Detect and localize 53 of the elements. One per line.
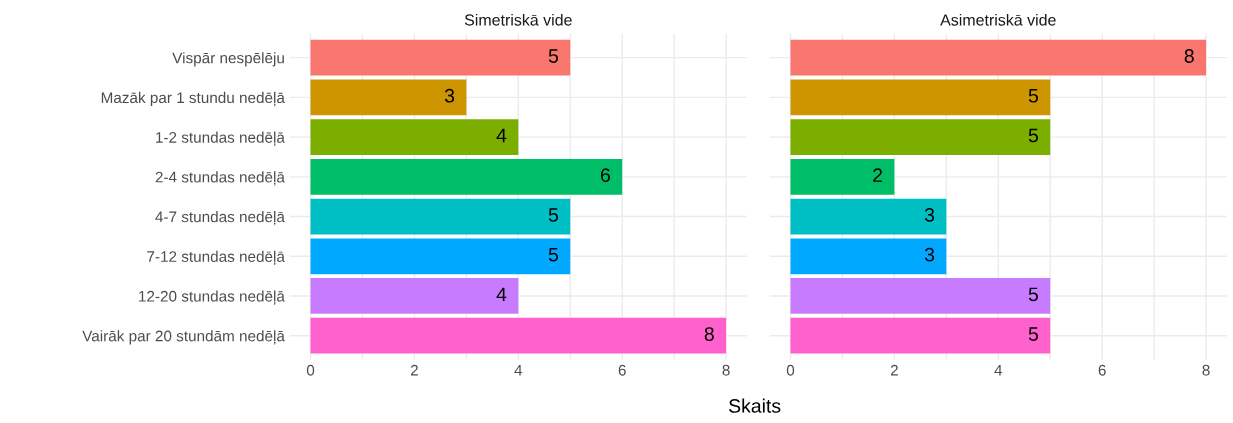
data-label: 3	[444, 88, 455, 103]
data-label: 5	[1028, 327, 1038, 341]
x-tick-label: 8	[722, 364, 730, 376]
bar	[310, 198, 571, 235]
x-tick-label: 4	[514, 364, 523, 376]
data-label: 3	[924, 208, 935, 222]
bar	[310, 278, 519, 314]
data-label: 5	[548, 208, 559, 222]
data-label: 8	[704, 327, 714, 341]
y-tick-label: 7-12 stundas nedēļā	[147, 250, 285, 266]
y-tick-label: 2-4 stundas nedēļā	[155, 171, 285, 186]
x-tick-label: 6	[618, 364, 626, 376]
y-tick-label: 12-20 stundas nedēļā	[139, 290, 285, 305]
bar	[310, 317, 727, 354]
x-tick-label: 0	[306, 364, 315, 376]
data-label: 2	[873, 168, 883, 182]
bar	[790, 158, 895, 195]
bar	[790, 278, 1051, 314]
x-tick-label: 2	[890, 364, 898, 376]
y-tick-label: 4-7 stundas nedēļā	[155, 211, 285, 226]
x-tick-label: 8	[1202, 364, 1210, 376]
bar	[310, 238, 571, 275]
data-label: 5	[1028, 287, 1038, 302]
data-label: 5	[1028, 89, 1038, 103]
x-tick-label: 0	[786, 364, 795, 376]
bar	[310, 158, 623, 195]
bar	[790, 79, 1051, 116]
x-tick-label: 2	[410, 364, 418, 376]
data-label: 5	[1028, 128, 1038, 143]
data-label: 6	[600, 168, 610, 183]
y-tick-label: Vispār nespēlēju	[172, 52, 284, 67]
x-axis-title: Skaits	[729, 398, 781, 413]
x-tick-label: 6	[1098, 364, 1106, 376]
chart-title: Simetriskā vide	[464, 13, 572, 26]
data-label: 4	[496, 287, 507, 302]
bar	[790, 198, 947, 235]
data-label: 8	[1184, 49, 1194, 63]
bar	[790, 119, 1051, 155]
data-label: 4	[496, 128, 507, 143]
data-label: 3	[924, 247, 935, 262]
data-label: 5	[548, 247, 559, 262]
y-tick-label: Mazāk par 1 stundu nedēļā	[101, 91, 285, 107]
bar	[790, 238, 947, 275]
bar	[310, 39, 571, 76]
bar	[790, 39, 1207, 76]
chart-title: Asimetriskā vide	[940, 13, 1056, 26]
bar	[310, 79, 467, 116]
y-tick-label: Vairāk par 20 stundām nedēļā	[82, 330, 285, 345]
bar	[310, 119, 519, 155]
x-tick-label: 4	[994, 364, 1003, 376]
data-label: 5	[548, 49, 559, 63]
bar	[790, 317, 1051, 354]
y-tick-label: 1-2 stundas nedēļā	[156, 131, 285, 146]
